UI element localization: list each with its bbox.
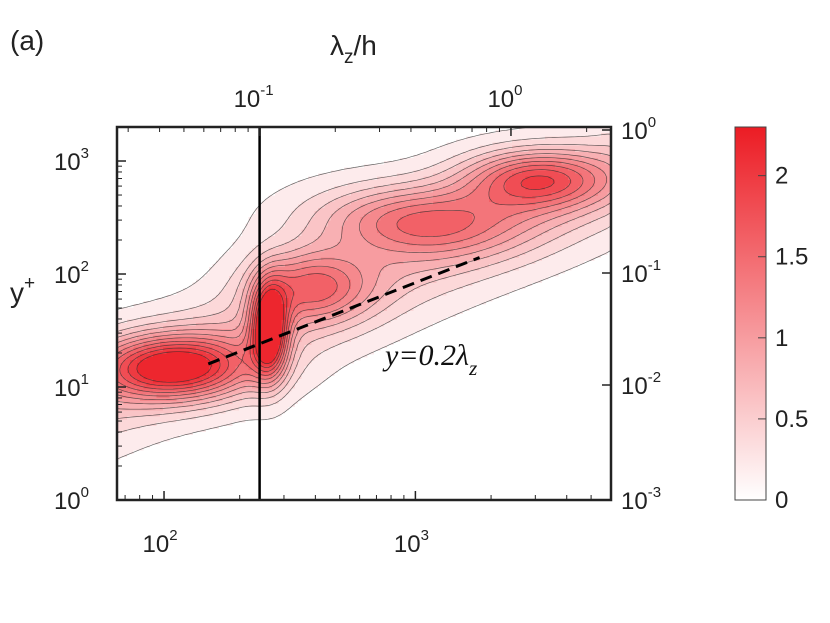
colorbar-tick-label-2: 1 xyxy=(775,325,788,352)
fit-line-label: y=0.2λz xyxy=(382,339,477,380)
plot-frame xyxy=(115,125,613,502)
colorbar-tick-label-4: 2 xyxy=(775,163,788,190)
top-axis-ticks: 10-1 100 xyxy=(127,82,588,136)
bottom-tick-label-1: 103 xyxy=(394,527,429,558)
left-tick-label-2: 102 xyxy=(54,258,89,289)
right-tick-label-1: 10-2 xyxy=(621,369,661,400)
fit-line xyxy=(207,256,481,366)
colorbar-tick-label-1: 0.5 xyxy=(775,406,808,433)
left-axis-title: y+ xyxy=(10,273,35,308)
left-tick-label-3: 103 xyxy=(54,145,89,176)
contour-line-10 xyxy=(136,288,285,383)
contour-line-2 xyxy=(117,143,611,419)
left-tick-label-0: 100 xyxy=(54,484,89,515)
contour-line-7 xyxy=(117,164,584,393)
bottom-tick-label-0: 102 xyxy=(143,527,178,558)
top-axis-title: λz/h xyxy=(330,30,377,68)
right-tick-label-0: 10-3 xyxy=(621,484,661,515)
top-tick-label-0: 10-1 xyxy=(234,82,274,113)
contour-line-1 xyxy=(117,133,611,434)
contour-band-7 xyxy=(117,164,582,392)
contour-line-9 xyxy=(127,175,555,387)
left-tick-label-1: 101 xyxy=(54,371,89,402)
contour-line-5 xyxy=(117,157,608,401)
colorbar-tick-label-3: 1.5 xyxy=(775,244,808,271)
bottom-axis-ticks: 102 103 xyxy=(124,491,592,558)
contour-band-6 xyxy=(117,161,595,398)
contour-line-3 xyxy=(117,149,611,410)
contour-field xyxy=(117,127,611,460)
right-tick-label-3: 100 xyxy=(621,114,656,145)
contour-line-0 xyxy=(117,127,611,460)
contour-line-4 xyxy=(117,153,611,405)
colorbar-ticks: 0 0.5 1 1.5 2 xyxy=(758,163,808,514)
left-axis-ticks: 100 101 102 103 xyxy=(54,145,126,515)
right-tick-label-2: 10-1 xyxy=(621,257,661,288)
colorbar xyxy=(734,126,767,501)
contour-band-10 xyxy=(136,288,285,383)
panel-label: (a) xyxy=(10,25,44,56)
top-tick-label-1: 100 xyxy=(487,82,522,113)
colorbar-tick-label-0: 0 xyxy=(775,487,788,514)
right-axis-ticks: 10-3 10-2 10-1 100 xyxy=(602,114,661,515)
contour-line-8 xyxy=(119,169,571,390)
contour-line-6 xyxy=(117,160,596,397)
